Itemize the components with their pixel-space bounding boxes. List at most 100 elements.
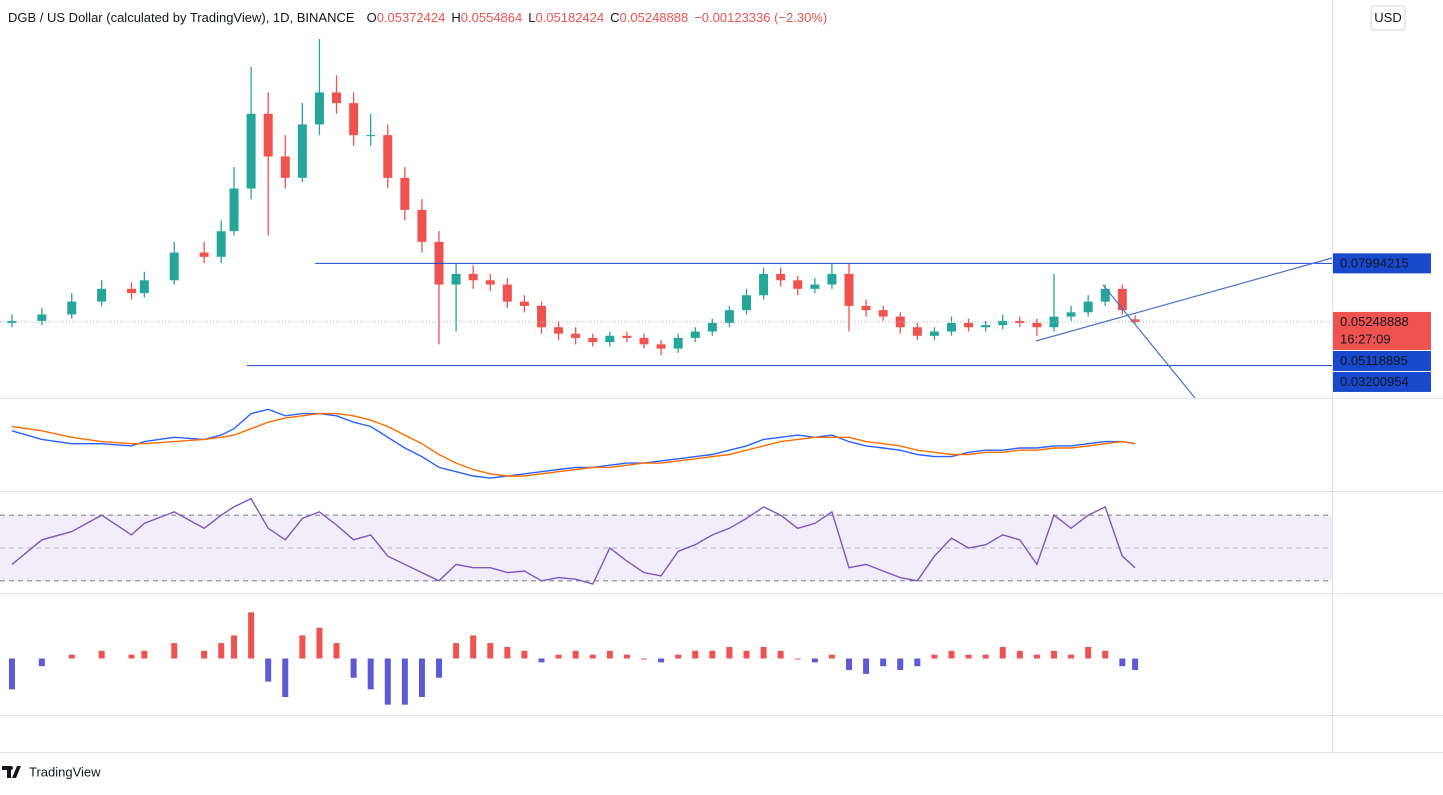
bar (845, 658, 852, 671)
bar (38, 658, 45, 667)
bar (453, 643, 460, 659)
candle-body (998, 320, 1008, 326)
price-label: 0.05248888 (1340, 314, 1409, 329)
candle-body (537, 305, 547, 328)
candle-body (690, 331, 700, 338)
candle-body (216, 231, 226, 257)
candle-body (37, 314, 47, 321)
bar (555, 654, 562, 659)
bar (436, 658, 443, 678)
bar (248, 612, 255, 659)
candle-body (519, 301, 529, 306)
candle-body (724, 310, 734, 323)
candle-body (827, 273, 837, 285)
series-line (11, 497, 1136, 585)
bar (538, 658, 545, 663)
candle-body (571, 333, 581, 338)
candle-body (366, 135, 376, 137)
bar (709, 650, 716, 659)
candle-body (707, 322, 717, 332)
bar (572, 650, 579, 659)
price-label: 0.05118895 (1340, 353, 1408, 368)
bar (1119, 658, 1126, 667)
bar (743, 650, 750, 659)
bar (8, 658, 15, 690)
candle-body (139, 280, 149, 294)
bar (282, 658, 289, 697)
bar (299, 635, 306, 659)
bar (1068, 654, 1075, 659)
bar (231, 635, 238, 659)
candle-body (314, 92, 324, 125)
candle-body (246, 113, 256, 189)
bar (128, 654, 135, 659)
bar (726, 646, 733, 659)
candle-body (810, 284, 820, 289)
bar (201, 650, 208, 659)
bar (218, 643, 225, 659)
currency: USD (1374, 10, 1401, 25)
bar (401, 658, 408, 705)
legend-key: H (451, 10, 460, 25)
series-line (11, 412, 1136, 477)
legend-value: 0.05182424 (535, 10, 604, 25)
bar (1033, 654, 1040, 659)
legend-value: 0.05248888 (620, 10, 689, 25)
bar (418, 658, 425, 697)
candle-body (793, 280, 803, 289)
candle-body (878, 310, 888, 317)
candle-body (656, 344, 666, 349)
bar (880, 658, 887, 667)
legend-bg (0, 6, 945, 32)
trend-line (1102, 284, 1196, 399)
candle-body (622, 335, 632, 338)
bar (333, 643, 340, 659)
currency-badge[interactable] (1370, 5, 1406, 31)
bar (470, 635, 477, 659)
bar (1085, 646, 1092, 659)
bar (316, 627, 323, 659)
candle-body (199, 252, 209, 257)
axis: 0.07994215 0.05248888 16:27:09 0.05118895 0.… (1333, 253, 1431, 392)
legend-value: 0.0554864 (461, 10, 522, 25)
bar (965, 654, 972, 659)
candle-body (742, 295, 752, 311)
legend-key: L (528, 10, 535, 25)
bar (914, 658, 921, 667)
candle-body (127, 288, 137, 294)
bar (931, 654, 938, 659)
candle-body (229, 188, 239, 232)
brand-logo (2, 766, 21, 778)
price-label-box (1333, 311, 1431, 350)
legend-change: −0.00123336 (−2.30%) (694, 10, 827, 25)
bar (141, 650, 148, 659)
bar (641, 658, 648, 660)
candle-body (776, 273, 786, 281)
candle-body (929, 331, 939, 336)
price-label: 0.07994215 (1340, 255, 1409, 270)
price-label: 0.03200954 (1340, 374, 1409, 389)
candle-body (1066, 312, 1076, 317)
candle-body (554, 327, 564, 334)
candle-body (673, 337, 683, 349)
candle-body (468, 273, 478, 281)
bar (367, 658, 374, 690)
bar (171, 643, 178, 659)
bar (897, 658, 904, 671)
candle-body (861, 305, 871, 311)
candle-body (1130, 319, 1140, 322)
bar (760, 646, 767, 659)
candle-body (400, 177, 410, 210)
plot (0, 39, 1332, 705)
candle-body (263, 113, 273, 157)
bar (982, 654, 989, 659)
bar (948, 650, 955, 659)
bar (68, 654, 75, 659)
candle-body (485, 280, 495, 285)
bar (999, 646, 1006, 659)
bar (794, 658, 801, 660)
candle-body (639, 337, 649, 345)
candle-body (1015, 320, 1025, 323)
